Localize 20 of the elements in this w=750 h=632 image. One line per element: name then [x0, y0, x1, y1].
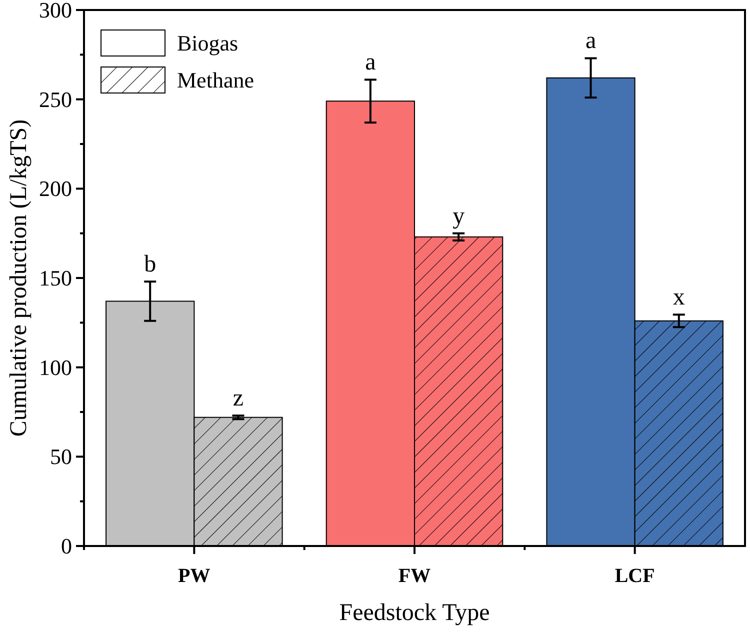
- y-tick-label: 150: [39, 266, 72, 290]
- data-label: b: [144, 252, 156, 278]
- x-tick-label: PW: [178, 565, 210, 587]
- x-tick-label: LCF: [614, 565, 655, 587]
- x-tick-label: FW: [398, 565, 431, 587]
- x-axis-title: Feedstock Type: [339, 600, 490, 626]
- y-tick-label: 250: [39, 86, 72, 112]
- data-label: a: [585, 28, 596, 54]
- y-tick-label: 50: [50, 444, 72, 470]
- data-label: y: [452, 203, 465, 230]
- data-label: z: [232, 386, 244, 412]
- y-axis-title: Cumulative production (L/kgTS): [6, 119, 32, 437]
- legend-label: Methane: [177, 68, 254, 92]
- y-tick-label: 200: [39, 176, 72, 202]
- y-tick-label: 100: [39, 354, 72, 380]
- data-label: a: [365, 50, 376, 76]
- legend-label: Biogas: [177, 30, 238, 56]
- data-label: x: [672, 284, 685, 311]
- y-tick-label: 300: [39, 0, 72, 22]
- y-tick-label: 0: [61, 534, 72, 558]
